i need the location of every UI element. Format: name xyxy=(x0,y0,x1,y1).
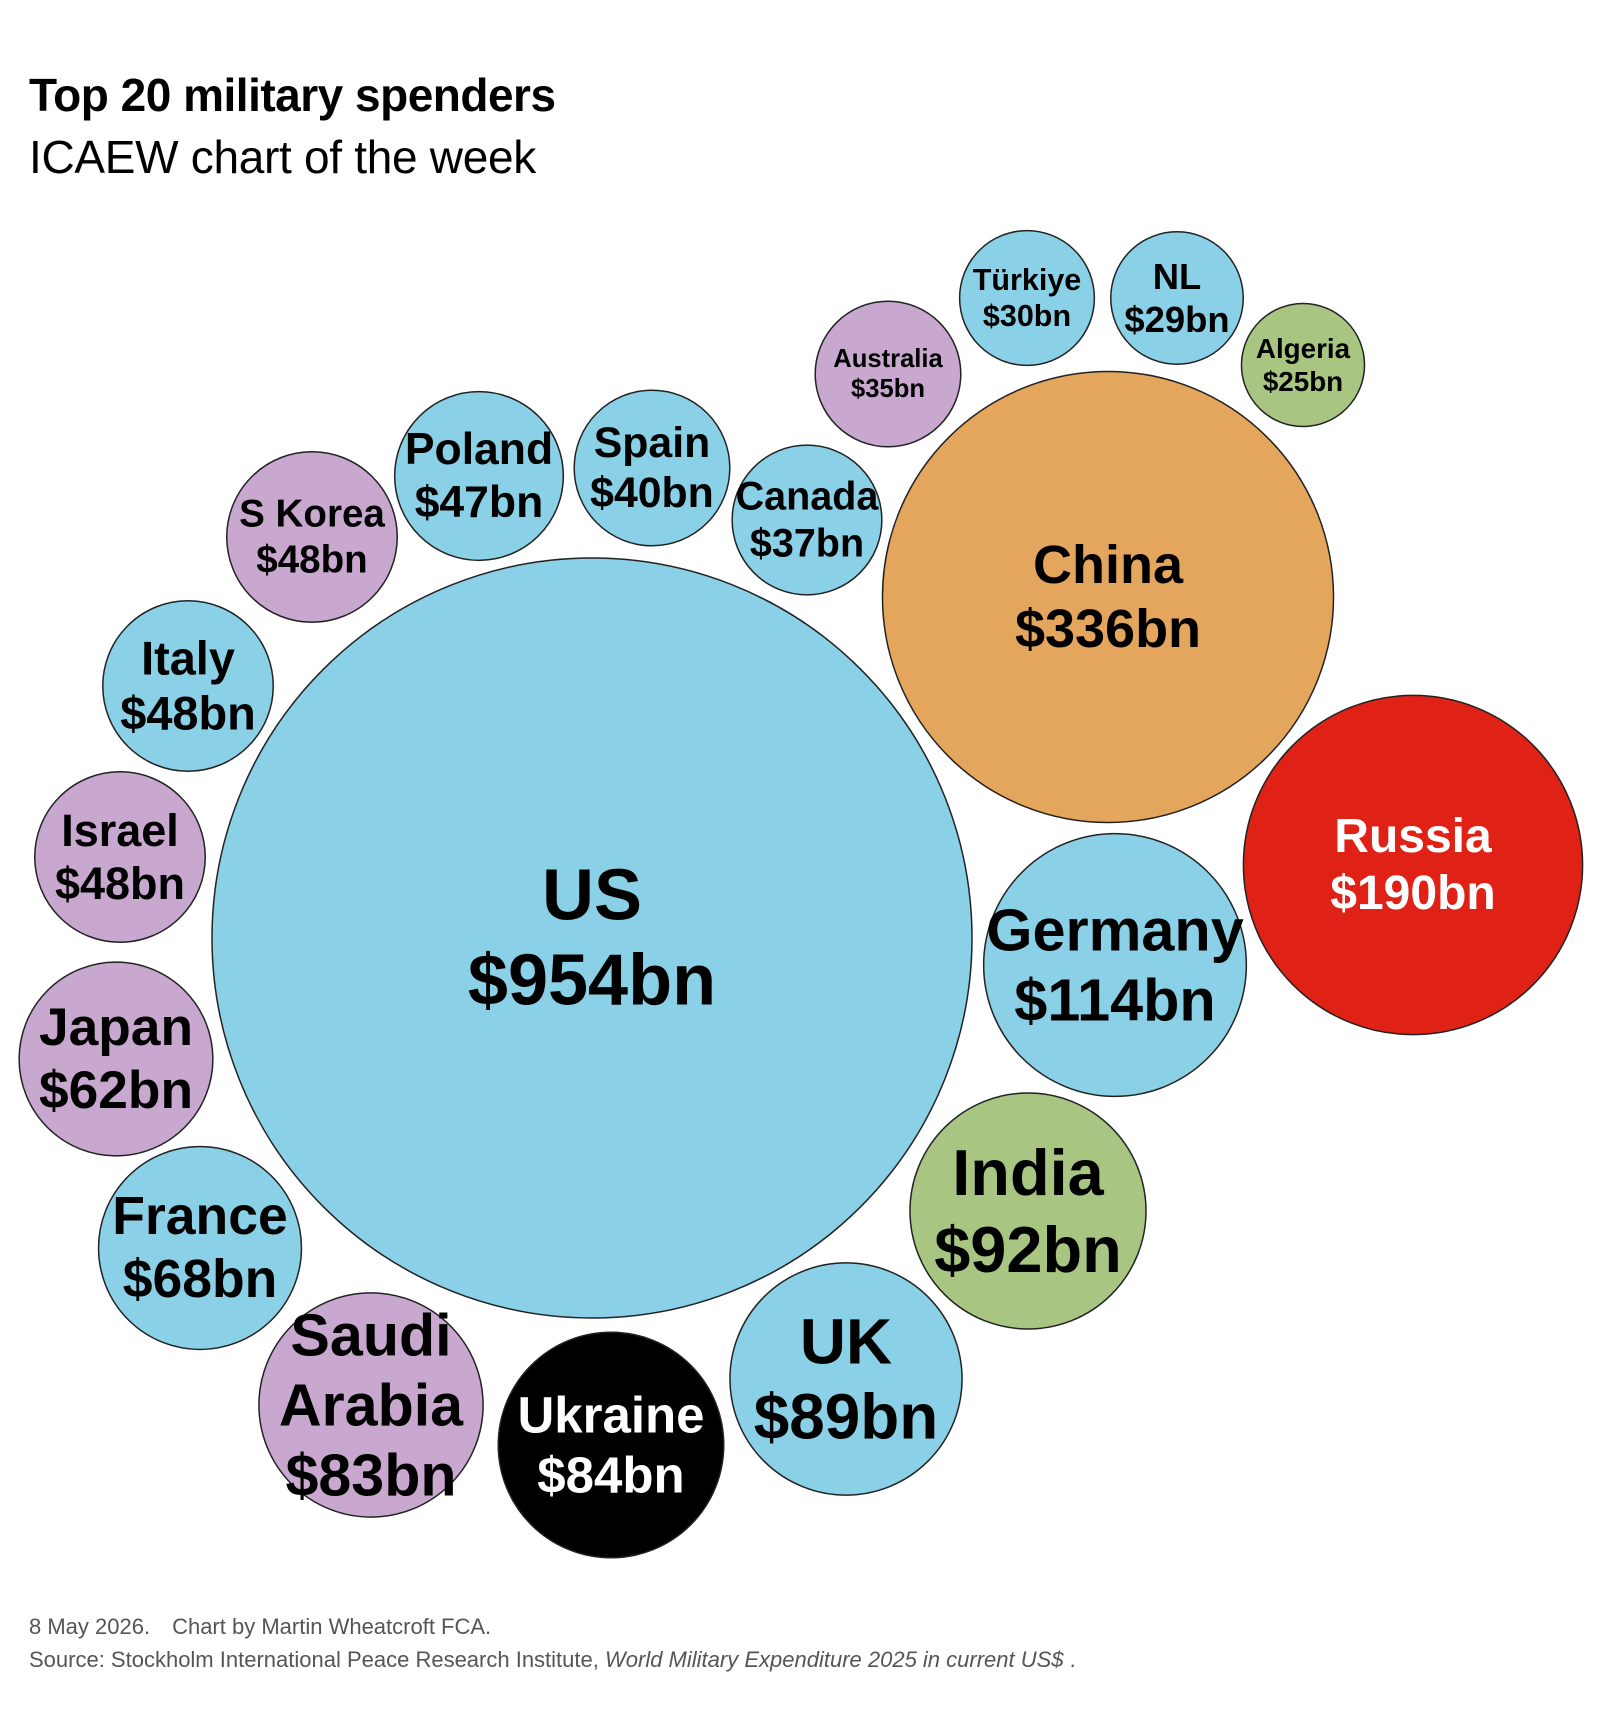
bubble-country-label: Canada xyxy=(736,475,880,519)
bubble-circle xyxy=(1109,230,1245,366)
bubble-value-label: $35bn xyxy=(851,375,925,403)
bubble-country-label: Israel xyxy=(61,805,179,856)
bubble-china: China$336bn xyxy=(881,370,1335,824)
bubble-country-label: Italy xyxy=(141,632,235,684)
bubble-value-label: $48bn xyxy=(55,858,185,909)
bubble-ukraine: Ukraine$84bn xyxy=(497,1331,725,1559)
bubble-circle xyxy=(729,1262,963,1496)
chart-footer: 8 May 2026. Chart by Martin Wheatcroft FC… xyxy=(29,1610,1076,1676)
bubble-nl: NL$29bn xyxy=(1109,230,1245,366)
bubble-value-label: $37bn xyxy=(750,521,864,565)
bubble-circle xyxy=(102,600,274,772)
bubble-value-label: $30bn xyxy=(983,299,1071,333)
footer-source-suffix: . xyxy=(1069,1647,1076,1672)
bubble-spain: Spain$40bn xyxy=(573,389,731,547)
bubble-circle xyxy=(18,961,214,1157)
bubble-value-label: $40bn xyxy=(590,469,714,517)
bubble-value-label: $89bn xyxy=(754,1381,938,1453)
bubble-value-label: $25bn xyxy=(1263,366,1343,397)
bubble-circle xyxy=(731,444,883,596)
bubble-circle xyxy=(34,771,206,943)
bubble-value-label: $48bn xyxy=(256,538,368,581)
bubble-algeria: Algeria$25bn xyxy=(1240,302,1366,428)
bubble-uk: UK$89bn xyxy=(729,1262,963,1496)
bubble-country-label: Poland xyxy=(405,425,553,474)
bubble-circle xyxy=(211,557,973,1319)
footer-credit: Chart by Martin Wheatcroft FCA. xyxy=(172,1614,492,1639)
bubble-france: France$68bn xyxy=(97,1145,303,1351)
bubble-circle xyxy=(881,370,1335,824)
bubble-circle xyxy=(573,389,731,547)
bubble-value-label: $114bn xyxy=(1014,967,1215,1034)
bubble-value-label: $83bn xyxy=(285,1441,456,1508)
bubble-s-korea: S Korea$48bn xyxy=(226,451,398,623)
bubble-australia: Australia$35bn xyxy=(814,300,962,448)
bubble-circle xyxy=(393,390,565,562)
bubble-poland: Poland$47bn xyxy=(393,390,565,562)
bubble-circle xyxy=(258,1292,484,1518)
bubble-value-label: $29bn xyxy=(1124,299,1229,340)
bubble-germany: Germany$114bn xyxy=(982,832,1248,1098)
bubble-country-label: France xyxy=(112,1187,287,1246)
bubble-value-label: $92bn xyxy=(934,1213,1122,1286)
bubble-circle xyxy=(226,451,398,623)
bubble-t-rkiye: Türkiye$30bn xyxy=(958,229,1096,367)
bubble-country-label: US xyxy=(542,856,642,936)
bubble-country-label: Ukraine xyxy=(517,1386,704,1443)
bubble-value-label: $954bn xyxy=(468,940,716,1020)
bubble-country-label: NL xyxy=(1153,256,1202,297)
bubble-circle xyxy=(814,300,962,448)
bubble-israel: Israel$48bn xyxy=(34,771,206,943)
bubble-country-label: China xyxy=(1033,535,1184,595)
bubble-country-label: Spain xyxy=(594,419,711,467)
bubble-italy: Italy$48bn xyxy=(102,600,274,772)
bubble-canada: Canada$37bn xyxy=(731,444,883,596)
bubble-country-label: Türkiye xyxy=(973,263,1082,297)
bubble-circle xyxy=(958,229,1096,367)
footer-line-1: 8 May 2026. Chart by Martin Wheatcroft FC… xyxy=(29,1610,1076,1643)
bubble-country-label: Germany xyxy=(986,896,1244,963)
bubble-value-label: $47bn xyxy=(415,478,544,527)
bubble-value-label: $48bn xyxy=(120,688,256,740)
bubble-country-label: Algeria xyxy=(1256,333,1351,364)
bubble-value-label: $62bn xyxy=(39,1061,193,1120)
footer-source-prefix: Source: Stockholm International Peace Re… xyxy=(29,1647,599,1672)
bubble-circle xyxy=(909,1092,1147,1330)
bubble-circle xyxy=(497,1331,725,1559)
chart-title: Top 20 military spenders xyxy=(29,69,556,121)
bubble-country-label: S Korea xyxy=(239,493,385,536)
bubble-circle xyxy=(982,832,1248,1098)
bubble-us: US$954bn xyxy=(211,557,973,1319)
bubble-country-label: Japan xyxy=(39,998,193,1057)
bubble-country-label: Saudi xyxy=(290,1302,451,1369)
bubble-chart: US$954bnChina$336bnRussia$190bnGermany$1… xyxy=(18,229,1584,1559)
footer-line-2: Source: Stockholm International Peace Re… xyxy=(29,1643,1076,1676)
bubble-circle xyxy=(97,1145,303,1351)
bubble-value-label: $84bn xyxy=(537,1447,684,1504)
footer-date: 8 May 2026. xyxy=(29,1614,151,1639)
bubble-country-label: India xyxy=(952,1136,1104,1209)
bubble-country-label: Arabia xyxy=(279,1372,464,1439)
bubble-value-label: $336bn xyxy=(1015,599,1201,659)
bubble-country-label: Russia xyxy=(1334,810,1492,863)
bubble-japan: Japan$62bn xyxy=(18,961,214,1157)
bubble-value-label: $190bn xyxy=(1330,867,1495,920)
bubble-country-label: UK xyxy=(800,1305,892,1377)
bubble-russia: Russia$190bn xyxy=(1242,694,1584,1036)
bubble-value-label: $68bn xyxy=(123,1250,278,1309)
bubble-circle xyxy=(1242,694,1584,1036)
bubble-india: India$92bn xyxy=(909,1092,1147,1330)
chart-subtitle: ICAEW chart of the week xyxy=(29,131,536,183)
bubble-circle xyxy=(1240,302,1366,428)
footer-source-title: World Military Expenditure 2025 in curre… xyxy=(605,1647,1064,1672)
bubble-country-label: Australia xyxy=(833,345,943,373)
